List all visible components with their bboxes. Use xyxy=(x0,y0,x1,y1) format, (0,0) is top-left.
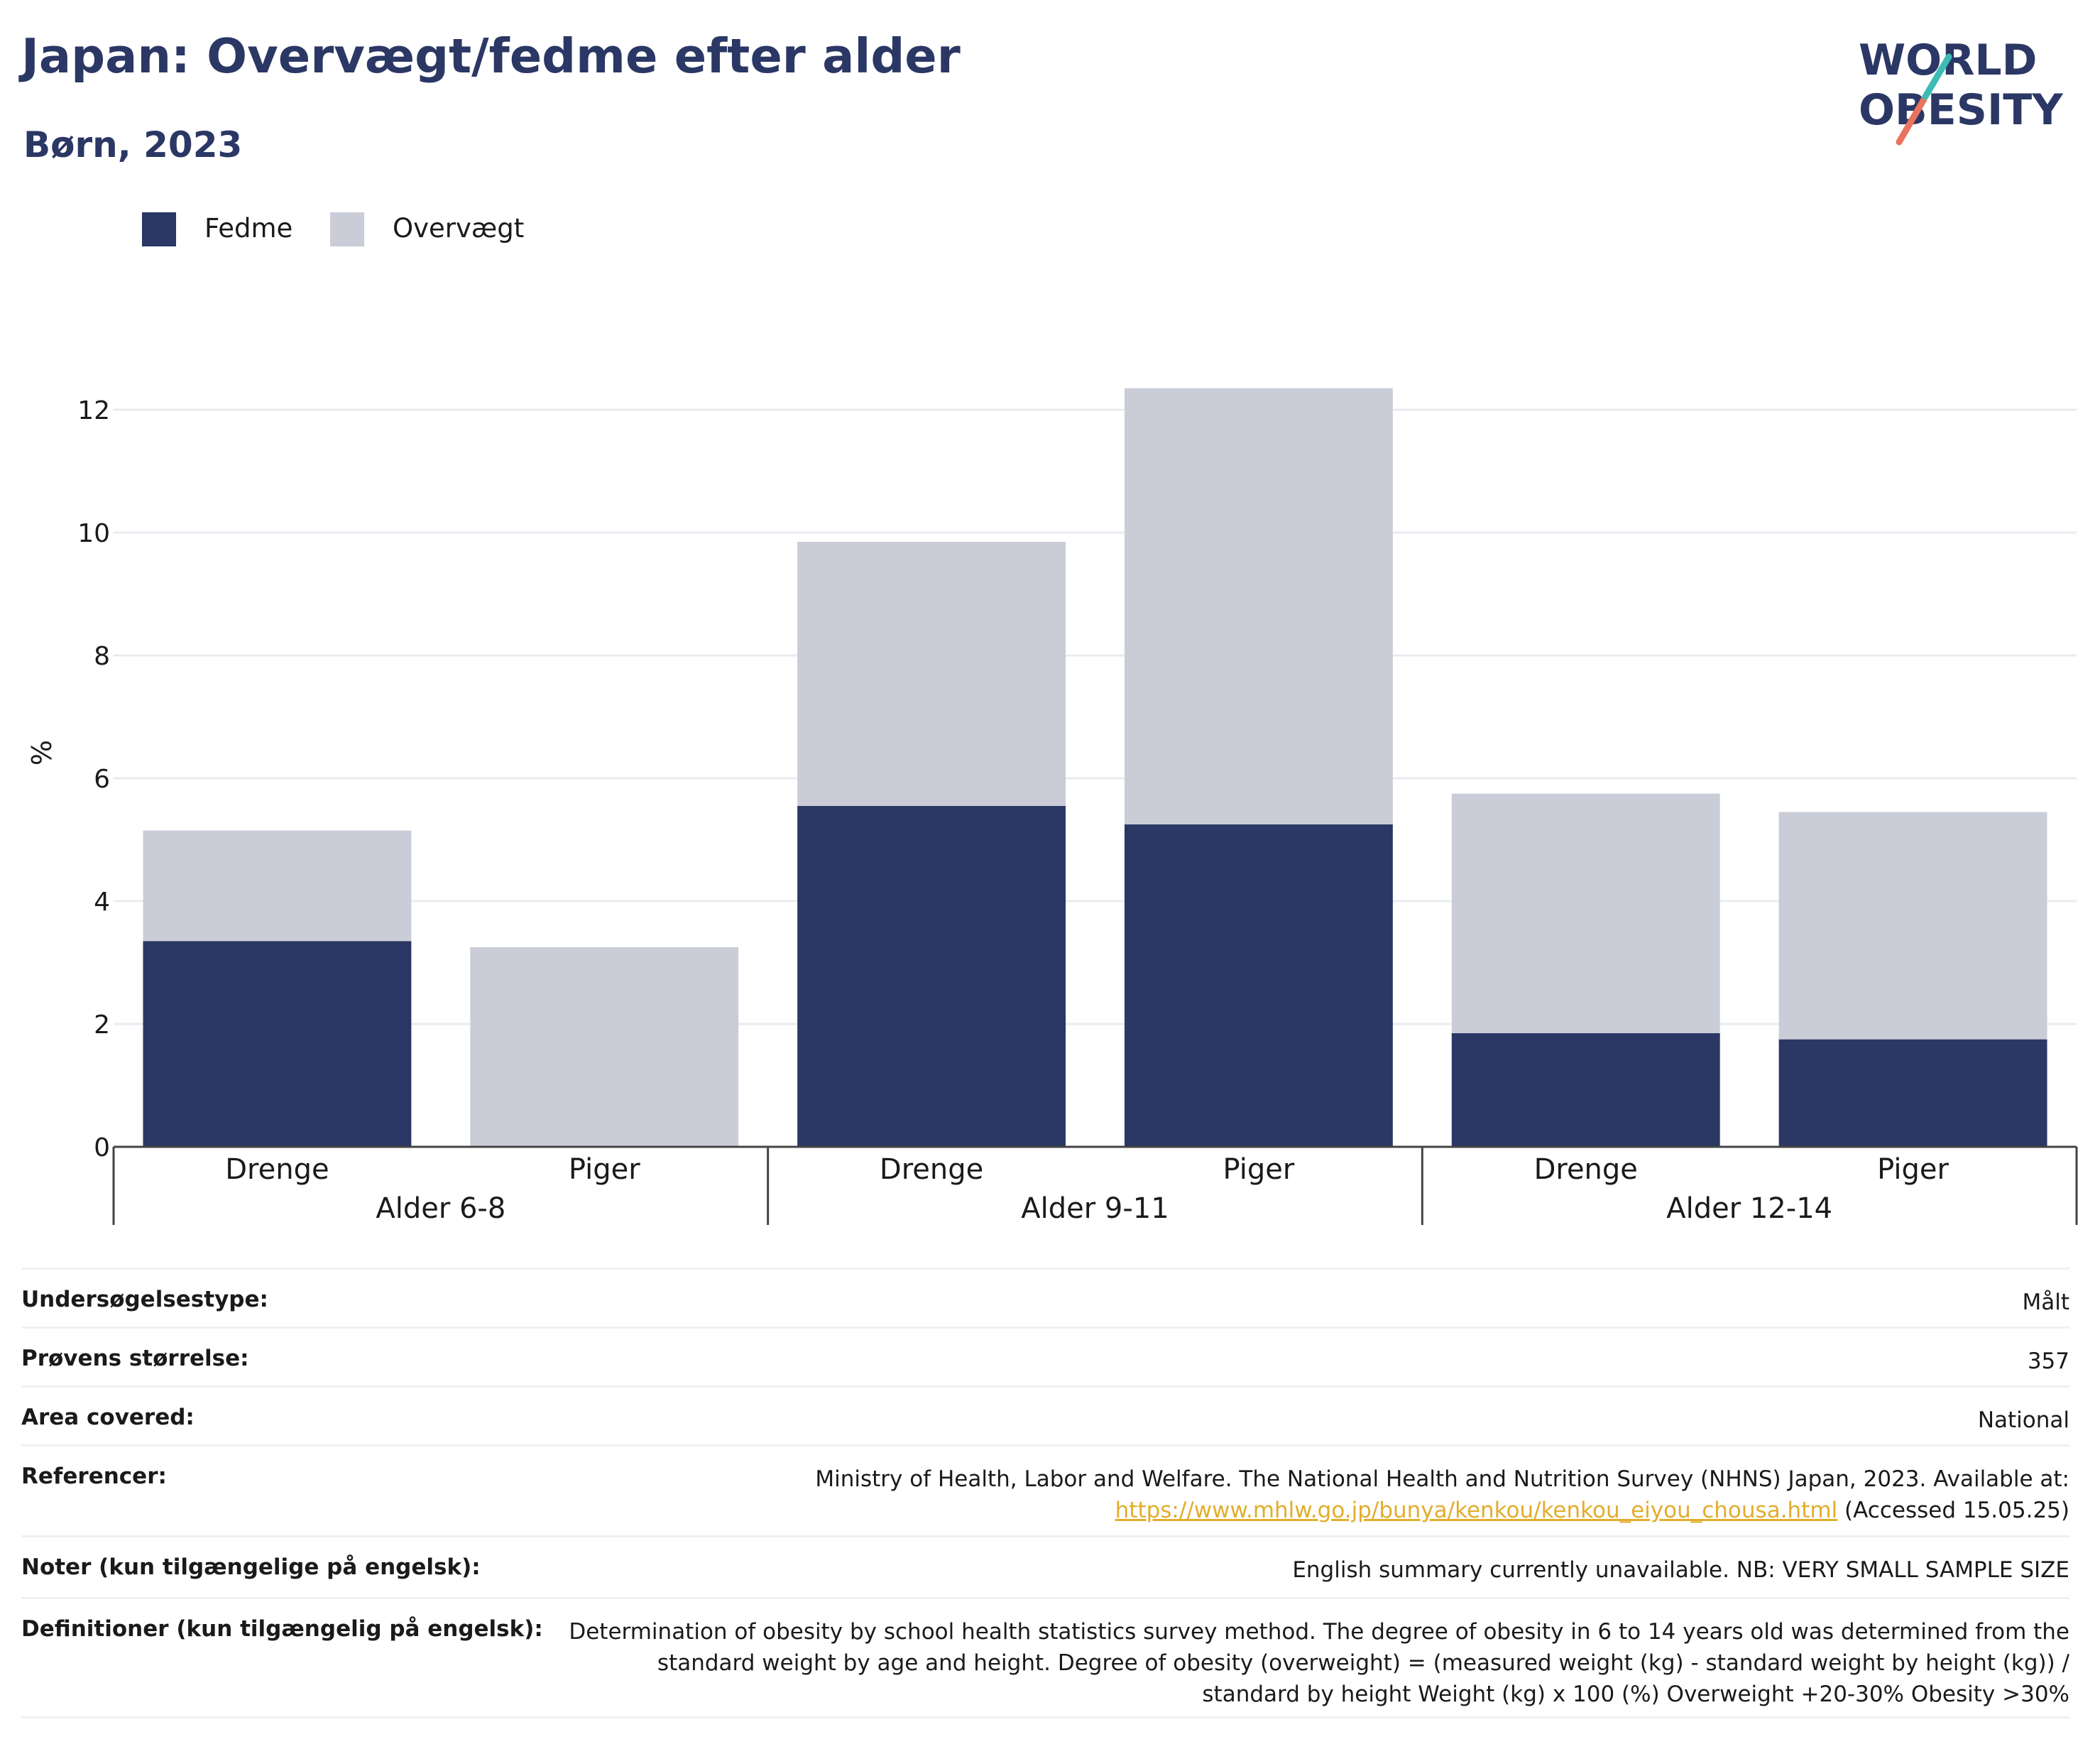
bar-fedme xyxy=(1451,1032,1720,1147)
bar-chart: 0 2 4 6 8 10 12% Drenge Piger Alder 6-8 Drenge Pige… xyxy=(26,388,2078,1225)
sample-size-value: 357 xyxy=(2027,1348,2069,1374)
page-subtitle: Børn, 2023 xyxy=(23,124,243,165)
info-row-survey-type: Undersøgelsestype: Målt xyxy=(21,1268,2069,1326)
references-accessed: (Accessed 15.05.25) xyxy=(1844,1498,2069,1523)
x-tick-label: Piger xyxy=(569,1153,640,1186)
y-tick-label: 8 xyxy=(94,642,110,671)
definitions-value: Determination of obesity by school healt… xyxy=(569,1619,2069,1707)
world-obesity-logo: WORLD OBESITY xyxy=(1859,36,2064,146)
info-row-sample-size: Prøvens størrelse: 357 xyxy=(21,1326,2069,1385)
definitions-label: Definitioner (kun tilgængelig på engelsk… xyxy=(21,1616,543,1642)
info-table: Undersøgelsestype: Målt Prøvens størrels… xyxy=(21,1268,2069,1718)
x-tick-label: Piger xyxy=(1223,1153,1295,1186)
y-tick-label: 6 xyxy=(94,765,110,794)
info-row-references: Referencer: Ministry of Health, Labor an… xyxy=(21,1444,2069,1535)
logo-line2: OBESITY xyxy=(1859,85,2064,135)
bar-overv-gt xyxy=(1451,793,1720,1033)
references-value: Ministry of Health, Labor and Welfare. T… xyxy=(815,1446,2069,1535)
y-axis-label: % xyxy=(26,740,58,765)
sample-size-label: Prøvens størrelse: xyxy=(21,1346,249,1371)
x-tick-label: Drenge xyxy=(880,1153,983,1186)
notes-label: Noter (kun tilgængelige på engelsk): xyxy=(21,1554,481,1580)
bar-overv-gt xyxy=(470,947,739,1147)
legend-swatch-fedme xyxy=(142,212,176,246)
references-label: Referencer: xyxy=(21,1464,167,1489)
survey-type-value: Målt xyxy=(2022,1290,2069,1315)
info-row-notes: Noter (kun tilgængelige på engelsk): Eng… xyxy=(21,1535,2069,1597)
area-value: National xyxy=(1977,1407,2069,1433)
references-text: Ministry of Health, Labor and Welfare. T… xyxy=(815,1466,2069,1492)
x-group-label: Alder 9-11 xyxy=(1021,1192,1169,1225)
legend-label-fedme: Fedme xyxy=(204,213,293,244)
bar-fedme xyxy=(1124,824,1393,1147)
bar-overv-gt xyxy=(797,541,1066,806)
survey-type-label: Undersøgelsestype: xyxy=(21,1287,268,1312)
legend-swatch-overvaegt xyxy=(330,212,364,246)
page-title: Japan: Overvægt/fedme efter alder xyxy=(21,28,961,84)
notes-value: English summary currently unavailable. N… xyxy=(1292,1557,2069,1583)
bar-fedme xyxy=(797,805,1066,1147)
x-group-label: Alder 12-14 xyxy=(1666,1192,1832,1225)
y-tick-label: 4 xyxy=(94,888,110,917)
area-label: Area covered: xyxy=(21,1405,195,1430)
info-row-area: Area covered: National xyxy=(21,1385,2069,1444)
references-link[interactable]: https://www.mhlw.go.jp/bunya/kenkou/kenk… xyxy=(1115,1498,1838,1523)
bar-overv-gt xyxy=(143,830,412,942)
bar-fedme xyxy=(143,941,412,1147)
y-tick-label: 12 xyxy=(77,396,110,425)
info-row-definitions: Definitioner (kun tilgængelig på engelsk… xyxy=(21,1597,2069,1718)
x-tick-label: Drenge xyxy=(1534,1153,1638,1186)
legend-label-overvaegt: Overvægt xyxy=(393,213,525,244)
y-tick-label: 10 xyxy=(77,519,110,548)
bar-overv-gt xyxy=(1124,388,1393,824)
y-tick-label: 2 xyxy=(94,1010,110,1040)
x-tick-label: Piger xyxy=(1877,1153,1949,1186)
x-tick-label: Drenge xyxy=(225,1153,329,1186)
y-tick-label: 0 xyxy=(94,1133,110,1162)
x-group-label: Alder 6-8 xyxy=(376,1192,505,1225)
bar-fedme xyxy=(1778,1039,2047,1147)
bar-overv-gt xyxy=(1778,812,2047,1040)
